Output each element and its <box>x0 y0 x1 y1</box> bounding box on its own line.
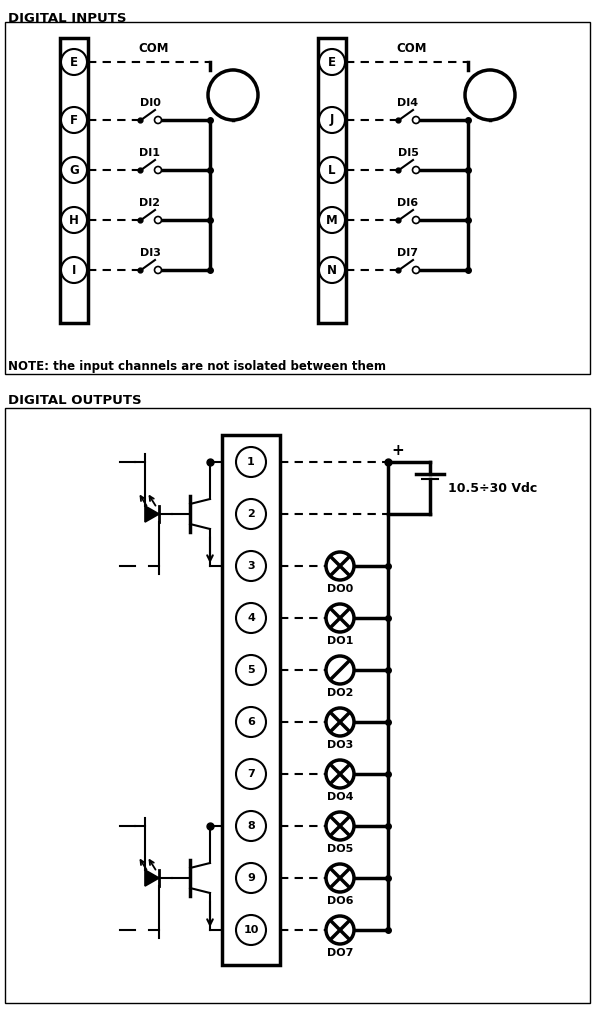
Circle shape <box>236 551 266 581</box>
Text: E: E <box>328 56 336 69</box>
Text: COM: COM <box>397 42 427 55</box>
Text: 8: 8 <box>247 821 255 831</box>
Text: NOTE: the input channels are not isolated between them: NOTE: the input channels are not isolate… <box>8 360 386 373</box>
Text: DO7: DO7 <box>327 948 353 958</box>
Circle shape <box>412 167 419 174</box>
Text: E: E <box>70 56 78 69</box>
Text: DI2: DI2 <box>139 198 161 208</box>
Circle shape <box>326 916 354 944</box>
Text: M: M <box>326 213 338 226</box>
Text: DO3: DO3 <box>327 740 353 750</box>
Text: DI3: DI3 <box>140 248 161 258</box>
Text: DIGITAL INPUTS: DIGITAL INPUTS <box>8 12 127 25</box>
Text: COM: COM <box>139 42 169 55</box>
Text: G: G <box>69 164 79 177</box>
Circle shape <box>319 49 345 75</box>
Bar <box>5 22 590 374</box>
Text: J: J <box>330 113 334 126</box>
Circle shape <box>319 107 345 133</box>
Circle shape <box>61 49 87 75</box>
Bar <box>5 408 590 1003</box>
Text: +: + <box>391 443 404 458</box>
Text: I: I <box>72 264 76 277</box>
Text: DO5: DO5 <box>327 844 353 854</box>
Text: 4: 4 <box>247 613 255 623</box>
Circle shape <box>61 157 87 183</box>
Circle shape <box>236 603 266 633</box>
Bar <box>222 435 280 965</box>
Circle shape <box>236 915 266 945</box>
Circle shape <box>412 216 419 223</box>
Text: 6: 6 <box>247 717 255 727</box>
Circle shape <box>326 760 354 788</box>
Bar <box>60 38 88 323</box>
Text: F: F <box>70 113 78 126</box>
Circle shape <box>319 157 345 183</box>
Circle shape <box>236 499 266 529</box>
Circle shape <box>155 167 161 174</box>
Circle shape <box>155 216 161 223</box>
Text: DI0: DI0 <box>140 98 161 108</box>
Text: DO2: DO2 <box>327 688 353 698</box>
Circle shape <box>326 708 354 736</box>
Polygon shape <box>145 506 159 522</box>
Circle shape <box>236 707 266 737</box>
Text: DI7: DI7 <box>397 248 418 258</box>
Text: 10.5÷30 Vdc: 10.5÷30 Vdc <box>448 482 537 495</box>
Bar <box>318 38 346 323</box>
Circle shape <box>155 116 161 123</box>
Text: 9: 9 <box>247 873 255 883</box>
Circle shape <box>236 447 266 477</box>
Text: DO4: DO4 <box>327 792 353 802</box>
Circle shape <box>412 267 419 274</box>
Circle shape <box>61 257 87 283</box>
Text: L: L <box>328 164 336 177</box>
Circle shape <box>236 811 266 841</box>
Circle shape <box>61 207 87 233</box>
Text: 3: 3 <box>247 561 255 571</box>
Circle shape <box>236 759 266 789</box>
Circle shape <box>412 116 419 123</box>
Text: 10: 10 <box>243 925 259 935</box>
Polygon shape <box>145 870 159 886</box>
Text: DI6: DI6 <box>397 198 418 208</box>
Circle shape <box>465 70 515 120</box>
Circle shape <box>319 257 345 283</box>
Text: DI1: DI1 <box>139 148 161 158</box>
Text: 7: 7 <box>247 769 255 779</box>
Circle shape <box>236 655 266 685</box>
Text: DO1: DO1 <box>327 636 353 646</box>
Circle shape <box>208 70 258 120</box>
Text: DO0: DO0 <box>327 584 353 594</box>
Text: N: N <box>327 264 337 277</box>
Circle shape <box>326 812 354 840</box>
Text: DIGITAL OUTPUTS: DIGITAL OUTPUTS <box>8 394 142 407</box>
Text: 1: 1 <box>247 457 255 467</box>
Text: H: H <box>69 213 79 226</box>
Circle shape <box>61 107 87 133</box>
Text: 2: 2 <box>247 509 255 519</box>
Circle shape <box>326 864 354 892</box>
Circle shape <box>155 267 161 274</box>
Circle shape <box>319 207 345 233</box>
Text: 5: 5 <box>247 665 255 675</box>
Text: DO6: DO6 <box>327 896 353 906</box>
Text: DI4: DI4 <box>397 98 418 108</box>
Circle shape <box>326 656 354 684</box>
Text: DI5: DI5 <box>397 148 418 158</box>
Circle shape <box>326 552 354 580</box>
Circle shape <box>326 604 354 632</box>
Circle shape <box>236 863 266 893</box>
